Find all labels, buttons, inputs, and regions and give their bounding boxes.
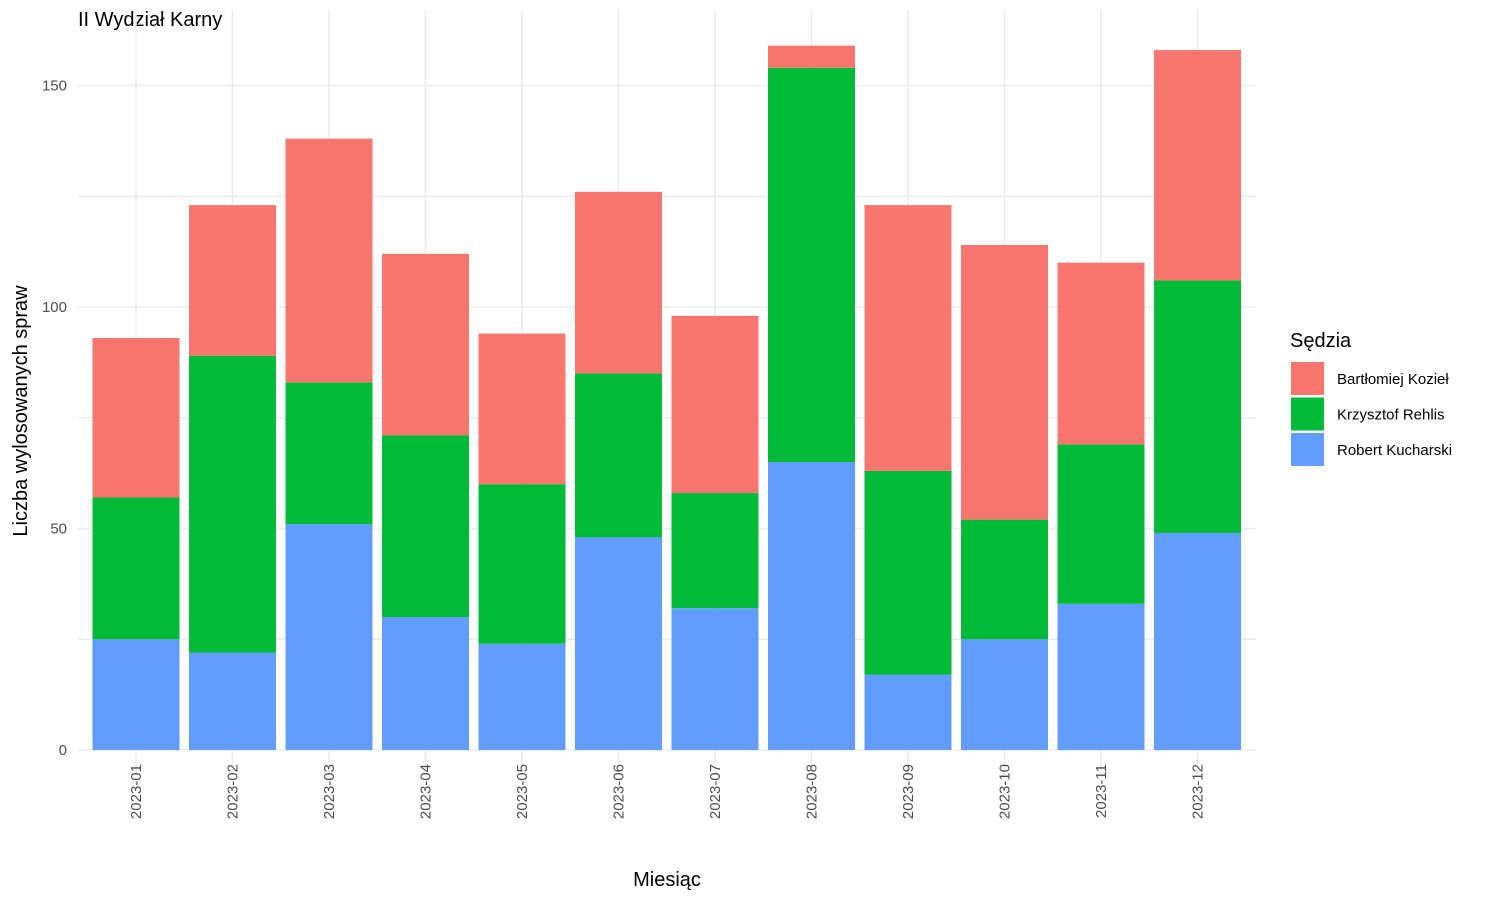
bar-krzysztof-rehlis-2023-09	[864, 470, 952, 675]
y-axis-ticks: 0 50 100 150	[42, 78, 67, 760]
bar-bartlomiej-koziel-2023-09	[864, 205, 952, 471]
bar-robert-kucharski-2023-03	[285, 524, 373, 750]
bar-bartlomiej-koziel-2023-01	[92, 338, 180, 498]
x-axis-title: Miesiąc	[633, 869, 701, 891]
legend-title: Sędzia	[1290, 330, 1352, 352]
x-tick-label: 2023-06	[611, 764, 628, 819]
x-tick-label: 2023-09	[900, 764, 917, 819]
bar-krzysztof-rehlis-2023-04	[382, 435, 469, 618]
bar-bartlomiej-koziel-2023-12	[1154, 50, 1241, 281]
bar-bartlomiej-koziel-2023-05	[478, 333, 566, 485]
bar-krzysztof-rehlis-2023-07	[671, 493, 759, 609]
legend: Sędzia Bartłomiej Kozieł Krzysztof Rehlis…	[1290, 330, 1452, 466]
x-tick-label: 2023-03	[321, 764, 338, 819]
x-tick-label: 2023-12	[1190, 764, 1207, 819]
bar-robert-kucharski-2023-12	[1154, 532, 1241, 750]
bar-krzysztof-rehlis-2023-06	[575, 373, 662, 538]
bar-bartlomiej-koziel-2023-07	[671, 315, 759, 494]
bar-krzysztof-rehlis-2023-03	[285, 382, 373, 525]
y-axis-title: Liczba wylosowanych spraw	[10, 285, 32, 537]
bar-robert-kucharski-2023-11	[1057, 603, 1145, 750]
x-tick-label: 2023-04	[418, 764, 435, 819]
bar-robert-kucharski-2023-10	[961, 639, 1048, 750]
bar-robert-kucharski-2023-01	[92, 639, 180, 750]
y-tick-label: 50	[50, 521, 67, 538]
legend-swatch-robert-kucharski	[1291, 433, 1324, 466]
bar-robert-kucharski-2023-07	[671, 608, 759, 750]
bar-robert-kucharski-2023-08	[768, 462, 855, 750]
x-tick-label: 2023-07	[707, 764, 724, 819]
y-tick-label: 100	[42, 299, 67, 316]
legend-label-krzysztof-rehlis: Krzysztof Rehlis	[1337, 407, 1445, 424]
bar-robert-kucharski-2023-02	[189, 652, 276, 750]
bar-bartlomiej-koziel-2023-06	[575, 191, 662, 374]
bar-krzysztof-rehlis-2023-01	[92, 497, 180, 640]
bar-bartlomiej-koziel-2023-11	[1057, 262, 1145, 445]
bar-robert-kucharski-2023-04	[382, 617, 469, 750]
bar-krzysztof-rehlis-2023-05	[478, 484, 566, 644]
bar-robert-kucharski-2023-06	[575, 537, 662, 750]
legend-label-bartlomiej-koziel: Bartłomiej Kozieł	[1337, 371, 1449, 388]
legend-swatch-krzysztof-rehlis	[1291, 397, 1324, 431]
x-tick-label: 2023-05	[514, 764, 531, 819]
x-tick-label: 2023-02	[225, 764, 242, 819]
bar-krzysztof-rehlis-2023-12	[1154, 280, 1241, 533]
legend-label-robert-kucharski: Robert Kucharski	[1337, 442, 1452, 459]
bar-bartlomiej-koziel-2023-04	[382, 253, 469, 436]
bar-robert-kucharski-2023-09	[864, 674, 952, 750]
bar-krzysztof-rehlis-2023-08	[768, 67, 855, 463]
bar-bartlomiej-koziel-2023-08	[768, 45, 855, 68]
x-axis-ticks: 2023-01 2023-02 2023-03 2023-04 2023-05 2023-…	[128, 764, 1207, 819]
x-tick-label: 2023-10	[997, 764, 1014, 819]
bar-bartlomiej-koziel-2023-10	[961, 244, 1048, 520]
y-tick-label: 150	[42, 78, 67, 95]
bars	[92, 45, 1241, 750]
x-tick-label: 2023-08	[804, 764, 821, 819]
bar-krzysztof-rehlis-2023-02	[189, 355, 276, 653]
legend-swatch-bartlomiej-koziel	[1291, 362, 1324, 395]
y-tick-label: 0	[59, 742, 67, 759]
bar-bartlomiej-koziel-2023-03	[285, 138, 373, 383]
x-tick-label: 2023-11	[1093, 764, 1110, 818]
bar-robert-kucharski-2023-05	[478, 643, 566, 750]
chart-title: II Wydział Karny	[78, 9, 222, 31]
x-tick-label: 2023-01	[128, 764, 145, 819]
bar-krzysztof-rehlis-2023-11	[1057, 444, 1145, 604]
bar-krzysztof-rehlis-2023-10	[961, 519, 1048, 640]
bar-bartlomiej-koziel-2023-02	[189, 205, 276, 356]
